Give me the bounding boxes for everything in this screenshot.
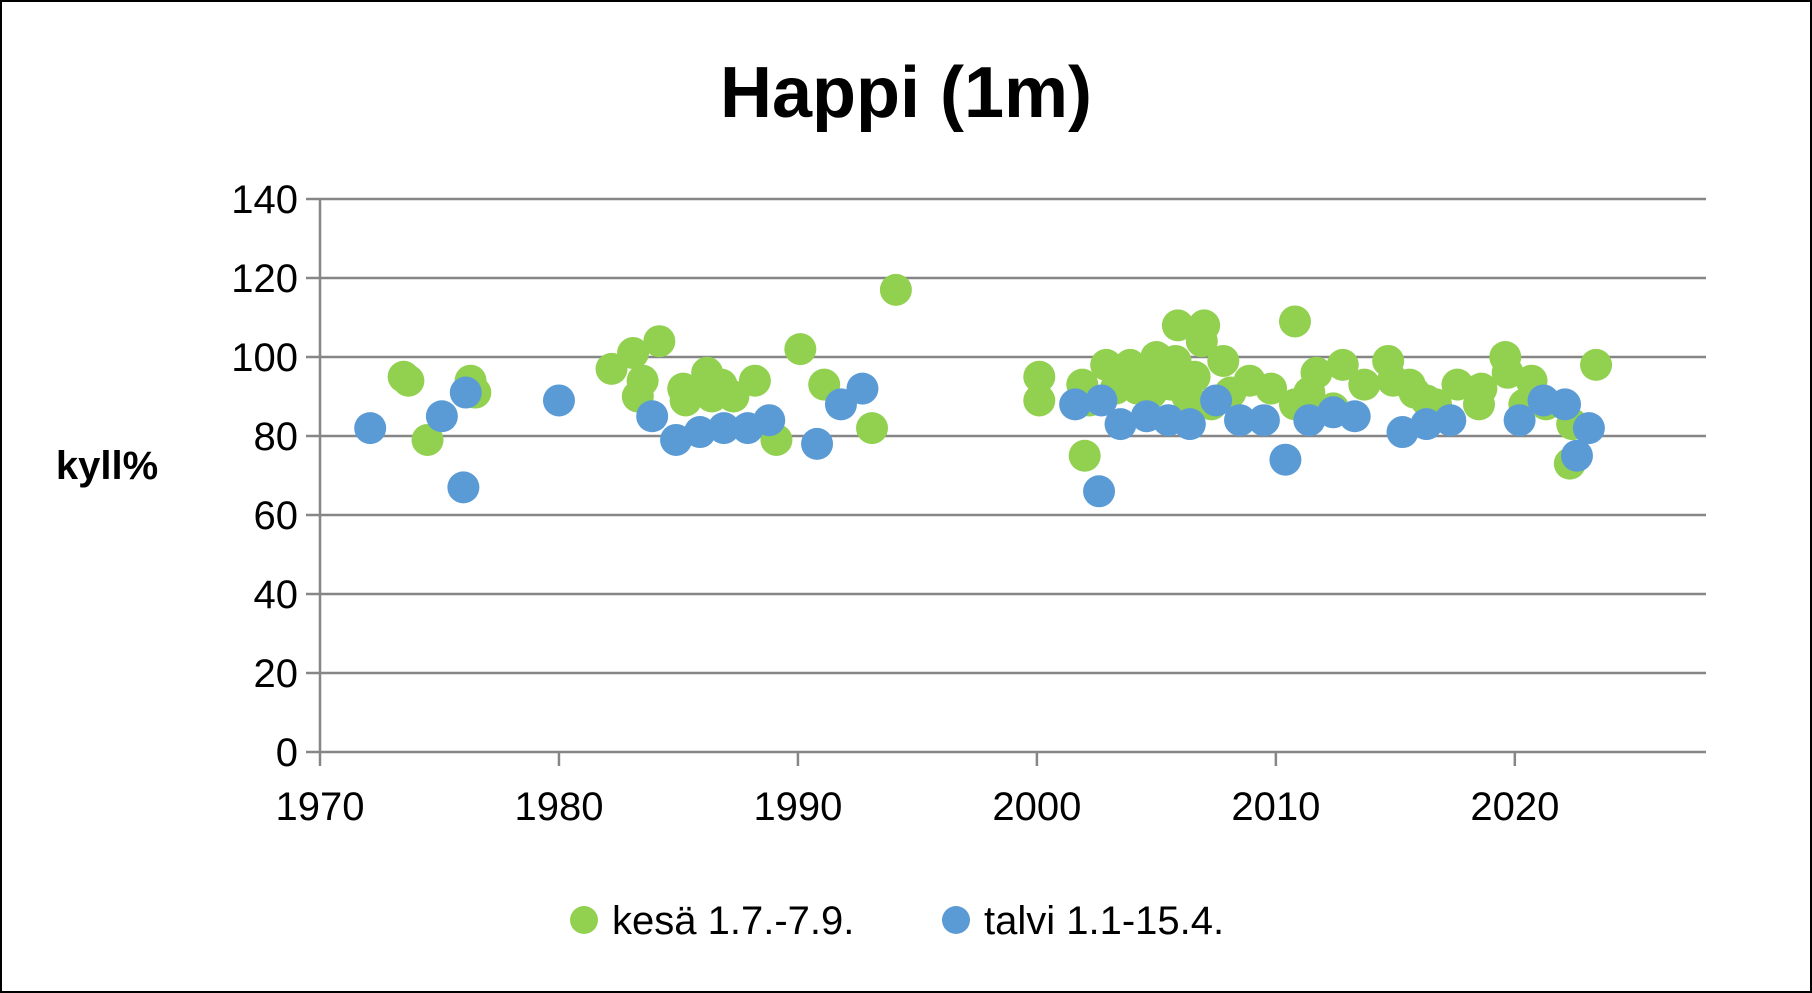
data-point-s1-23 bbox=[1023, 360, 1056, 393]
data-point-s1-9 bbox=[626, 364, 659, 397]
y-tick-label-80: 80 bbox=[254, 415, 299, 459]
y-tick-label-140: 140 bbox=[231, 178, 298, 222]
data-point-s2-34 bbox=[1549, 388, 1582, 421]
x-tick-label-1980: 1980 bbox=[514, 785, 603, 829]
data-point-s2-30 bbox=[1410, 408, 1443, 441]
data-point-s2-1 bbox=[354, 412, 387, 445]
data-point-s1-42 bbox=[1178, 360, 1211, 393]
data-point-s2-22 bbox=[1200, 384, 1233, 417]
axes bbox=[306, 197, 1706, 766]
data-point-s2-6 bbox=[636, 400, 669, 433]
data-point-s2-31 bbox=[1434, 404, 1467, 437]
tick-labels: 0 20 40 60 80 100 120 140 1970 1980 1990 2000 2010 20… bbox=[231, 178, 1559, 829]
chart-title: Happi (1m) bbox=[720, 53, 1092, 133]
data-point-s2-8 bbox=[683, 416, 716, 449]
y-tick-label-20: 20 bbox=[254, 652, 299, 696]
data-point-s1-73 bbox=[1580, 348, 1613, 381]
data-points bbox=[354, 273, 1613, 508]
series-2 bbox=[354, 372, 1605, 508]
data-point-s2-21 bbox=[1173, 408, 1206, 441]
data-point-s2-15 bbox=[1059, 388, 1092, 421]
x-tick-label-1970: 1970 bbox=[276, 785, 365, 829]
y-tick-label-120: 120 bbox=[231, 257, 298, 301]
data-point-s2-2 bbox=[425, 400, 458, 433]
legend-marker-1 bbox=[570, 906, 598, 934]
x-tick-label-2010: 2010 bbox=[1231, 785, 1320, 829]
data-point-s1-12 bbox=[669, 384, 702, 417]
data-point-s2-35 bbox=[1560, 439, 1593, 472]
data-point-s2-3 bbox=[447, 471, 480, 504]
data-point-s2-36 bbox=[1572, 412, 1605, 445]
data-point-s2-5 bbox=[542, 384, 575, 417]
data-point-s2-16 bbox=[1083, 475, 1116, 508]
data-point-s1-56 bbox=[1348, 368, 1381, 401]
legend-label-2: talvi 1.1-15.4. bbox=[984, 899, 1224, 943]
y-tick-label-60: 60 bbox=[254, 494, 299, 538]
data-point-s1-19 bbox=[784, 333, 817, 366]
data-point-s1-7 bbox=[617, 337, 650, 370]
data-point-s1-10 bbox=[643, 325, 676, 358]
data-point-s2-17 bbox=[1085, 384, 1118, 417]
data-point-s2-9 bbox=[707, 412, 740, 445]
x-tick-label-2020: 2020 bbox=[1470, 785, 1559, 829]
x-tick-label-2000: 2000 bbox=[992, 785, 1081, 829]
data-point-s1-46 bbox=[1207, 344, 1240, 377]
data-point-s1-3 bbox=[411, 423, 444, 456]
data-point-s1-51 bbox=[1278, 305, 1311, 338]
data-point-s2-23 bbox=[1224, 404, 1257, 437]
data-point-s1-63 bbox=[1441, 368, 1474, 401]
gridlines bbox=[320, 197, 1706, 675]
legend: kesä 1.7.-7.9. talvi 1.1-15.4. bbox=[570, 899, 1224, 943]
legend-marker-2 bbox=[942, 906, 970, 934]
data-point-s2-18 bbox=[1104, 408, 1137, 441]
data-point-s2-32 bbox=[1503, 404, 1536, 437]
data-point-s1-24 bbox=[1023, 384, 1056, 417]
data-point-s1-53 bbox=[1300, 356, 1333, 389]
data-point-s2-28 bbox=[1338, 400, 1371, 433]
data-point-s2-25 bbox=[1269, 443, 1302, 476]
data-point-s2-14 bbox=[846, 372, 879, 405]
y-axis-label: kyll% bbox=[56, 444, 158, 488]
data-point-s1-39 bbox=[1161, 309, 1194, 342]
data-point-s2-4 bbox=[449, 376, 482, 409]
legend-label-1: kesä 1.7.-7.9. bbox=[612, 899, 854, 943]
data-point-s1-21 bbox=[856, 412, 889, 445]
data-point-s2-12 bbox=[801, 427, 834, 460]
series-1 bbox=[387, 273, 1613, 480]
data-point-s1-22 bbox=[879, 273, 912, 306]
data-point-s2-24 bbox=[1247, 404, 1280, 437]
data-point-s1-26 bbox=[1068, 439, 1101, 472]
y-tick-label-100: 100 bbox=[231, 336, 298, 380]
y-tick-label-0: 0 bbox=[276, 731, 298, 775]
x-tick-label-1990: 1990 bbox=[753, 785, 842, 829]
data-point-s1-65 bbox=[1465, 372, 1498, 405]
data-point-s1-17 bbox=[738, 364, 771, 397]
data-point-s1-2 bbox=[392, 364, 425, 397]
data-point-s1-44 bbox=[1188, 309, 1221, 342]
data-point-s1-55 bbox=[1326, 348, 1359, 381]
data-point-s1-49 bbox=[1255, 372, 1288, 405]
data-point-s2-11 bbox=[753, 404, 786, 437]
y-tick-label-40: 40 bbox=[254, 573, 299, 617]
